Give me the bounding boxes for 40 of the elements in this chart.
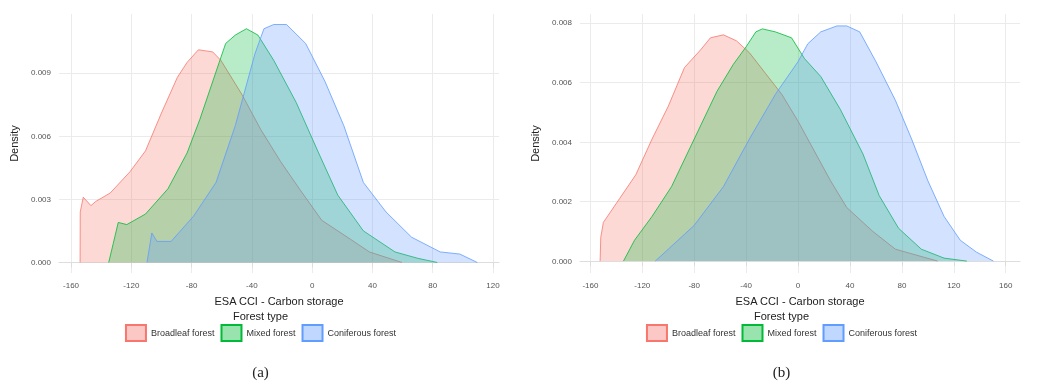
y-tick-label: 0.002 [551,197,573,207]
x-tick-label: -160 [63,280,80,290]
x-tick-label: -40 [246,280,259,290]
legend-label: Mixed forest [246,328,297,338]
x-tick-label: 40 [367,280,378,290]
legend-label: Broadleaf forest [671,328,736,338]
x-tick-label: 120 [947,280,962,290]
x-tick-label: -160 [582,280,599,290]
x-tick-label: -80 [185,280,198,290]
legend-label: Coniferous forest [848,328,918,338]
legend-title: Forest type [753,309,810,322]
x-tick-label: 80 [897,280,907,290]
y-tick-label: 0.008 [551,18,573,28]
y-axis-title: Density [7,124,20,162]
x-axis-title: ESA CCI - Carbon storage [214,294,344,307]
x-tick-label: -120 [634,280,651,290]
x-tick-label: 80 [428,280,438,290]
x-tick-label: 160 [999,280,1013,290]
y-tick-label: 0.009 [30,68,52,78]
y-tick-label: 0.003 [30,194,52,204]
y-tick-label: 0.004 [551,137,573,147]
x-tick-label: 0 [795,280,801,290]
legend-label: Broadleaf forest [150,328,215,338]
y-tick-label: 0.006 [30,131,52,141]
x-tick-label: 0 [309,280,315,290]
x-axis-title: ESA CCI - Carbon storage [735,294,865,307]
legend-label: Coniferous forest [327,328,397,338]
x-tick-label: -40 [740,280,753,290]
legend-label: Mixed forest [767,328,818,338]
y-tick-label: 0.000 [551,256,573,266]
text: (a) [252,363,269,381]
legend-title: Forest type [232,309,289,322]
x-tick-label: -80 [688,280,701,290]
y-axis-title: Density [528,124,541,162]
y-tick-label: 0.000 [30,257,52,267]
text: (b) [772,363,791,381]
x-tick-label: -120 [123,280,140,290]
x-tick-label: 120 [486,280,501,290]
y-tick-label: 0.006 [551,77,573,87]
x-tick-label: 40 [845,280,855,290]
